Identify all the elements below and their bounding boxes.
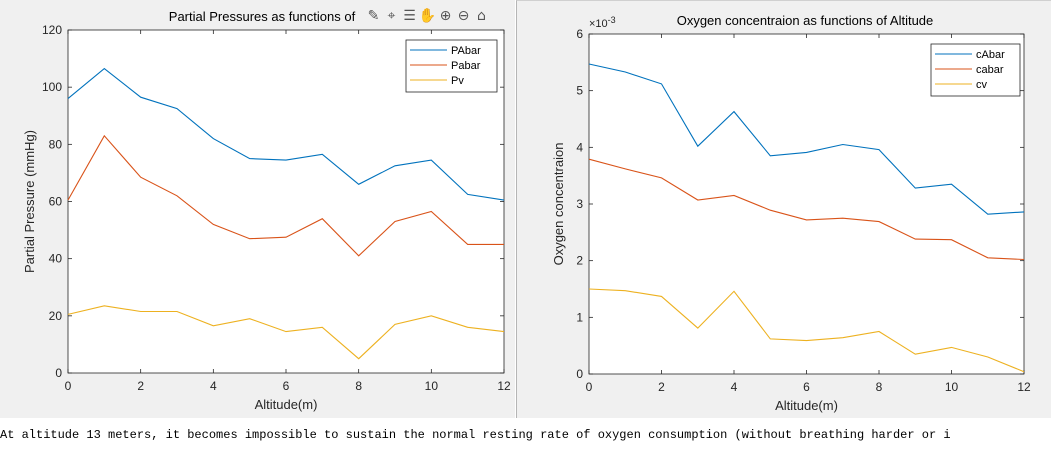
x-tick-label: 0 — [586, 380, 593, 394]
x-tick-label: 12 — [497, 379, 511, 393]
legend-label: cabar — [976, 64, 1004, 76]
legend-box — [405, 39, 498, 93]
legend-label: cAbar — [976, 49, 1005, 61]
series-line-cv — [588, 288, 1025, 373]
y-tick-label: 0 — [55, 366, 62, 380]
x-tick-label: 4 — [210, 379, 217, 393]
data-cursor-icon[interactable]: ⌖ — [387, 7, 396, 24]
zoom-in-icon[interactable]: ⊕ — [439, 7, 452, 24]
x-tick-label: 12 — [1017, 380, 1031, 394]
series-line-cabar — [588, 158, 1025, 261]
chart-title: Partial Pressures as functions of — [169, 9, 356, 24]
y-tick-label: 40 — [49, 252, 63, 266]
y-tick-label: 4 — [576, 140, 583, 154]
x-tick-label: 2 — [658, 380, 665, 394]
legend-label: Pv — [451, 75, 464, 87]
console-output-text: At altitude 13 meters, it becomes imposs… — [0, 428, 951, 442]
zoom-out-icon[interactable]: ⊖ — [457, 7, 470, 24]
home-icon[interactable]: ⌂ — [477, 7, 486, 24]
legend: cAbar cabar cv — [930, 43, 1021, 97]
axis-exponent: ×10-3 — [589, 15, 616, 30]
y-tick-label: 5 — [576, 84, 583, 98]
x-tick-label: 0 — [65, 379, 72, 393]
x-axis-label: Altitude(m) — [775, 398, 838, 413]
legend-label: PAbar — [451, 45, 481, 57]
figure-window-oxygen-concentration: 0 2 4 6 8 10 12 0 1 2 3 4 5 6 Oxygen concentraion as f… — [516, 0, 1051, 418]
y-tick-label: 1 — [576, 310, 583, 324]
y-tick-label: 100 — [42, 80, 62, 94]
chart-title: Oxygen concentraion as functions of Alti… — [677, 13, 934, 28]
y-tick-label: 60 — [49, 195, 63, 209]
x-tick-label: 8 — [355, 379, 362, 393]
x-tick-label: 2 — [137, 379, 144, 393]
exponent-power: -3 — [608, 15, 616, 25]
legend-label: cv — [976, 79, 988, 91]
x-tick-label: 10 — [425, 379, 439, 393]
y-tick-label: 120 — [42, 23, 62, 37]
insert-legend-icon[interactable]: ☰ — [403, 7, 416, 24]
y-tick-label: 6 — [576, 27, 583, 41]
series-line-Pv — [67, 305, 505, 360]
x-tick-label: 6 — [283, 379, 290, 393]
series-line-PAbar — [67, 67, 505, 201]
figure-window-partial-pressures: 0 2 4 6 8 10 12 0 20 40 60 80 100 120 Partial Pressure… — [0, 0, 515, 418]
y-axis-label: Oxygen concentraion — [551, 143, 566, 266]
x-tick-label: 4 — [731, 380, 738, 394]
axes-toolbar: ✎ ⌖ ☰ ✋ ⊕ ⊖ ⌂ — [365, 7, 490, 24]
series-line-Pabar — [67, 134, 504, 257]
x-tick-label: 6 — [803, 380, 810, 394]
y-tick-label: 2 — [576, 254, 583, 268]
x-tick-label: 8 — [876, 380, 883, 394]
y-axis-label: Partial Pressure (mmHg) — [22, 130, 37, 273]
y-tick-label: 20 — [49, 309, 63, 323]
pan-hand-icon[interactable]: ✋ — [418, 7, 437, 24]
legend-box — [930, 43, 1021, 97]
legend: PAbar Pabar Pv — [405, 39, 498, 93]
y-tick-label: 80 — [49, 137, 63, 151]
x-axis-label: Altitude(m) — [255, 397, 318, 412]
series-line-cAbar — [588, 63, 1025, 215]
legend-label: Pabar — [451, 60, 481, 72]
brush-icon[interactable]: ✎ — [367, 7, 380, 24]
exponent-base: ×10 — [589, 18, 608, 30]
y-tick-label: 0 — [576, 367, 583, 381]
y-tick-label: 3 — [576, 197, 583, 211]
x-tick-label: 10 — [945, 380, 959, 394]
